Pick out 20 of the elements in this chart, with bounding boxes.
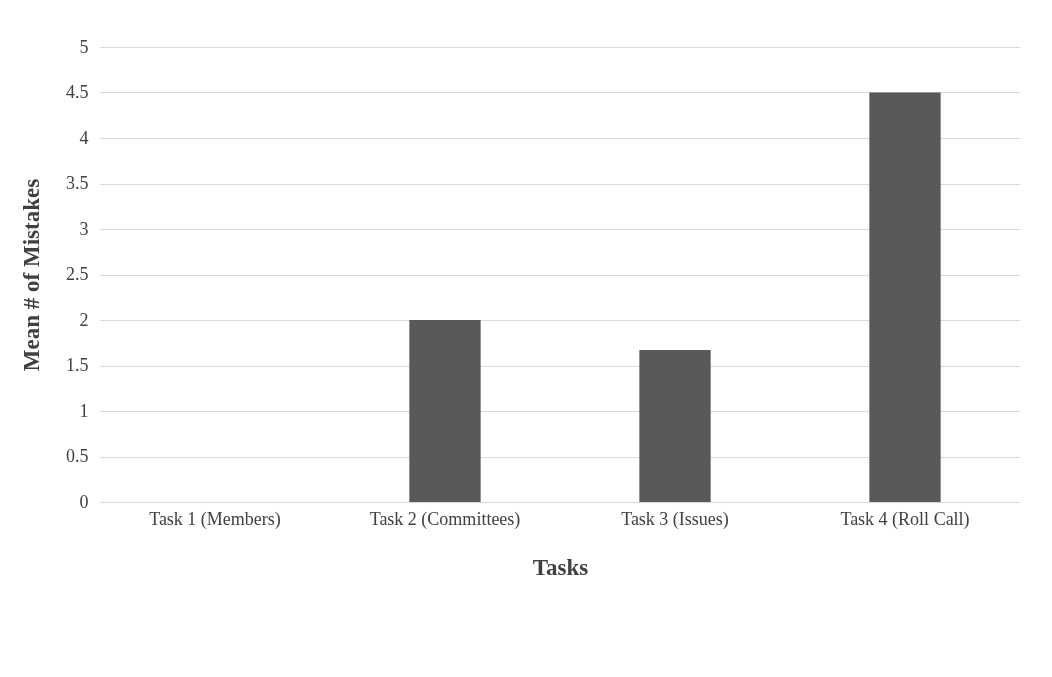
x-tick-label: Task 1 (Members) <box>149 508 281 530</box>
bar <box>639 350 711 502</box>
y-tick-label: 3 <box>79 218 89 239</box>
y-tick-label: 2 <box>79 309 89 330</box>
y-tick-label: 2.5 <box>66 264 89 284</box>
y-tick-label: 4.5 <box>66 82 89 102</box>
y-tick-label: 0 <box>79 491 89 512</box>
y-tick-label: 3.5 <box>66 173 89 193</box>
y-tick-label: 4 <box>79 127 89 148</box>
y-tick-label: 1.5 <box>66 355 89 375</box>
x-tick-label: Task 4 (Roll Call) <box>840 508 970 530</box>
y-tick-label: 1 <box>79 400 89 421</box>
y-tick-label: 0.5 <box>66 446 89 466</box>
x-axis-title: Tasks <box>532 554 589 580</box>
bar <box>409 320 481 502</box>
y-axis-title: Mean # of Mistakes <box>19 178 44 372</box>
y-tick-label: 5 <box>79 36 89 57</box>
bar <box>869 92 941 502</box>
x-tick-label: Task 2 (Committees) <box>369 508 521 530</box>
x-tick-label: Task 3 (Issues) <box>621 508 729 530</box>
